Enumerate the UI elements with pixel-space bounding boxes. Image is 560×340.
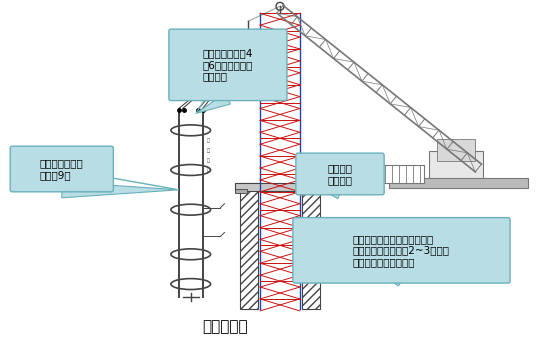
Text: 桩: 桩 [207,138,209,143]
Bar [235,189,248,193]
Bar [389,178,528,188]
Text: 高: 高 [207,168,209,172]
Bar [235,183,325,191]
Polygon shape [195,93,230,114]
Bar [302,183,320,309]
Bar [344,165,424,183]
FancyBboxPatch shape [293,218,510,283]
Bar [312,189,325,193]
Text: 吊点示意图: 吊点示意图 [203,319,248,334]
Polygon shape [320,230,404,286]
Text: 分段制作成型，
每段长9米: 分段制作成型， 每段长9米 [40,158,83,180]
Text: 第一节钢筋笼放入桩孔，采用
钢管支撑固定且留有2~3米高长
度与下段钢筋笼焊接。: 第一节钢筋笼放入桩孔，采用 钢管支撑固定且留有2~3米高长 度与下段钢筋笼焊接。 [353,234,450,267]
Text: 标: 标 [207,157,209,163]
Bar [429,151,483,183]
Polygon shape [62,182,179,198]
Bar [437,139,475,161]
FancyBboxPatch shape [10,146,113,192]
FancyBboxPatch shape [296,153,384,195]
Text: 每个钢筋笼设置4
～6个起吊点（对
称布置）: 每个钢筋笼设置4 ～6个起吊点（对 称布置） [203,48,253,82]
FancyBboxPatch shape [169,29,287,101]
Polygon shape [302,179,342,199]
Text: 顶: 顶 [207,148,209,153]
Text: 焊接中用
钢管支撑: 焊接中用 钢管支撑 [328,163,352,185]
Bar [240,183,258,309]
